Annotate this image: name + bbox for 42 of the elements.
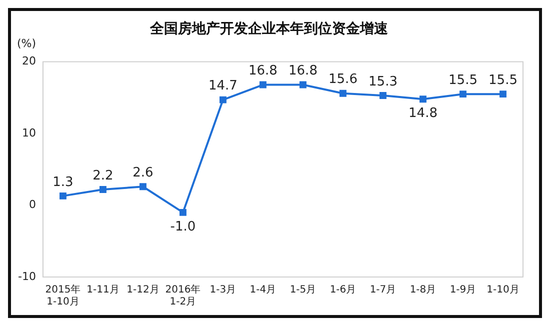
point (340, 90, 346, 97)
point (380, 92, 386, 99)
x-tick-label: 1-12月 (126, 284, 160, 296)
y-axis-title: (%) (17, 37, 36, 50)
point (140, 183, 146, 190)
text: 15.5 (448, 72, 478, 88)
point (420, 96, 426, 103)
chart-title: 全国房地产开发企业本年到位资金增速 (149, 20, 389, 38)
text: 15.6 (328, 72, 358, 88)
text: 2.2 (92, 168, 114, 184)
x-tick-label: 1-4月 (250, 284, 276, 296)
point (260, 81, 266, 88)
x-tick-label: 1-11月 (86, 284, 120, 296)
point (59, 192, 66, 200)
point (500, 90, 506, 98)
text: 14.7 (208, 78, 238, 94)
point (220, 96, 226, 104)
text: 1.3 (52, 174, 74, 190)
text: 16.8 (288, 64, 318, 79)
x-tick-label: 1-7月 (370, 284, 396, 296)
point (460, 90, 466, 98)
x-tick-label: 2016年 1-2月 (165, 284, 201, 308)
y-tick-label: -10 (18, 270, 36, 283)
text: 16.8 (248, 64, 278, 79)
x-tick-label: 2015年 1-10月 (45, 284, 81, 308)
y-tick-label: 20 (22, 54, 36, 68)
text: 14.8 (408, 106, 438, 121)
text: 15.3 (368, 74, 398, 90)
y-tick-label: 0 (28, 198, 36, 212)
x-tick-label: 1-10月 (486, 284, 520, 296)
x-tick-label: 1-5月 (290, 284, 316, 296)
x-tick-label: 1-8月 (410, 284, 436, 296)
point (180, 208, 186, 216)
x-tick-label: 1-9月 (450, 284, 476, 296)
text: 2.6 (132, 165, 154, 180)
point (99, 186, 106, 193)
x-tick-label: 1-6月 (330, 284, 356, 296)
text: 15.5 (488, 72, 518, 88)
text: -1.0 (170, 219, 196, 234)
x-tick-label: 1-3月 (210, 284, 236, 296)
point (300, 81, 306, 88)
y-tick-label: 10 (22, 126, 36, 140)
